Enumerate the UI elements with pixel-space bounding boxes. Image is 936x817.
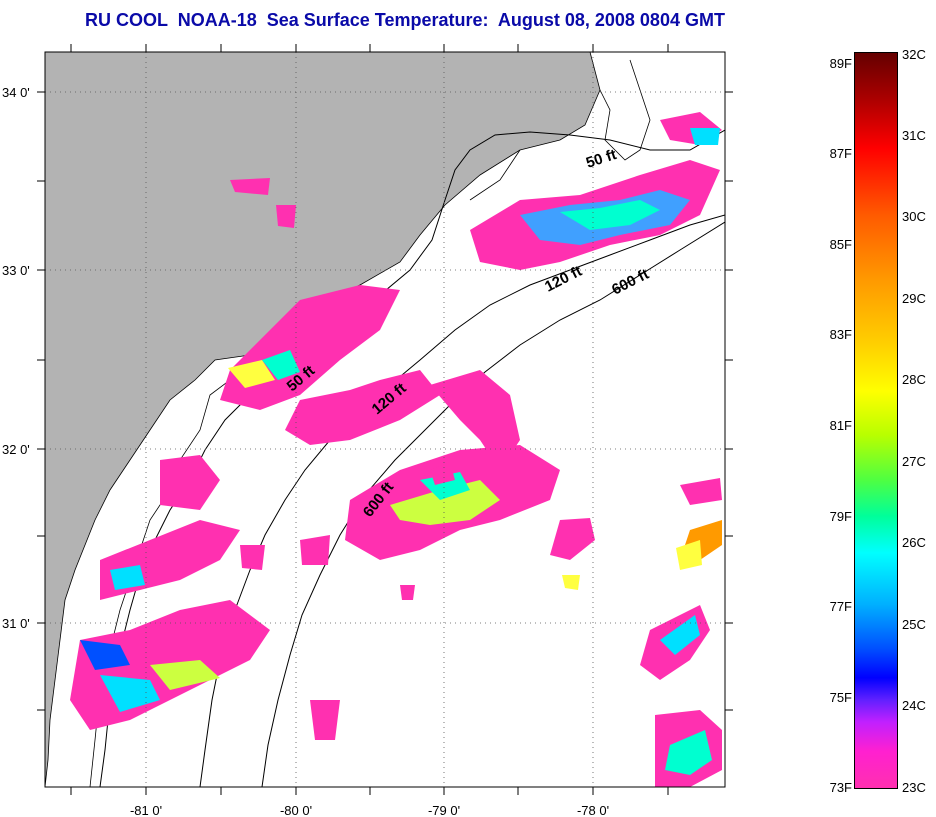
tick-marks [37,44,733,795]
coastline [89,59,651,787]
lat-label-33: 33 0' [2,263,30,278]
cbar-f-81: 81F [829,418,852,433]
title-program: RU COOL [85,10,168,30]
cbar-f-89: 89F [829,56,852,71]
lon-label-81: -81 0' [130,803,162,817]
cbar-f-83: 83F [829,327,852,342]
cbar-f-85: 85F [829,237,852,252]
cbar-c-32: 32C [902,47,926,62]
isobath-600ft [261,221,725,787]
cbar-c-23: 23C [902,780,926,795]
land-mass [45,52,601,787]
cbar-c-30: 30C [902,209,926,224]
cbar-c-26: 26C [902,535,926,550]
lon-label-80: -80 0' [280,803,312,817]
temperature-colorbar [854,52,898,789]
sst-map: 50 ft 50 ft 120 ft 120 ft 600 ft 600 ft … [2,44,733,817]
sst-patches [70,112,722,787]
cbar-f-77: 77F [829,599,852,614]
cbar-f-75: 75F [829,690,852,705]
lon-label-79: -79 0' [428,803,460,817]
cbar-c-29: 29C [902,291,926,306]
cbar-f-87: 87F [829,146,852,161]
lat-label-32: 32 0' [2,442,30,457]
cbar-c-25: 25C [902,617,926,632]
cbar-c-24: 24C [902,698,926,713]
graticule [45,52,725,787]
cbar-c-28: 28C [902,372,926,387]
cbar-f-79: 79F [829,509,852,524]
map-frame [44,51,726,788]
title-product: Sea Surface Temperature: [266,10,489,30]
lon-label-78: -78 0' [577,803,609,817]
title-satellite: NOAA-18 [177,10,257,30]
cbar-c-27: 27C [902,454,926,469]
cbar-c-31: 31C [902,128,926,143]
map-title: RU COOL NOAA-18 Sea Surface Temperature:… [0,10,810,31]
lat-label-31: 31 0' [2,616,30,631]
cbar-f-73: 73F [829,780,852,795]
title-datetime: August 08, 2008 0804 GMT [497,10,725,30]
lat-label-34: 34 0' [2,85,30,100]
